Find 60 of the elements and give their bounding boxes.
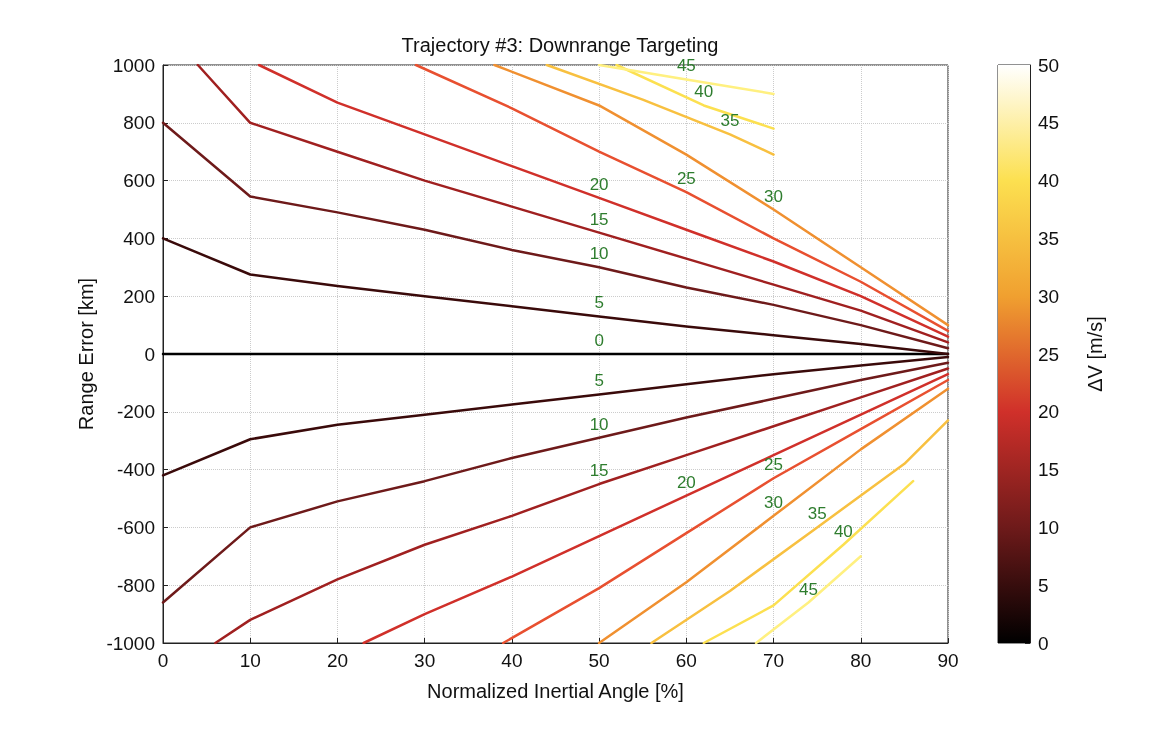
- series-label: 20: [589, 174, 609, 194]
- line-series: [650, 419, 950, 645]
- color-bar-label: 20: [1038, 401, 1060, 423]
- color-bar-label: 5: [1038, 574, 1049, 596]
- color-bar-label: 15: [1038, 459, 1060, 481]
- series-label: 40: [694, 82, 714, 102]
- x-axis-title: Normalized Inertial Angle [%]: [427, 680, 684, 702]
- line-series: [362, 372, 950, 645]
- series-label: 5: [594, 371, 604, 391]
- line-series: [161, 361, 950, 604]
- x-tick-label: 30: [414, 650, 436, 671]
- color-bar-label: 40: [1038, 170, 1060, 192]
- y-tick-label: 200: [123, 285, 155, 307]
- series-label: 10: [589, 414, 609, 434]
- color-bar-label: 0: [1038, 632, 1049, 654]
- color-bar-label: 45: [1038, 112, 1060, 134]
- color-bar-label: 30: [1038, 285, 1060, 307]
- y-axis-title: Range Error [km]: [74, 277, 97, 431]
- x-tick-label: 50: [588, 650, 610, 671]
- series-label: 45: [676, 56, 696, 76]
- series-label: 5: [594, 293, 604, 313]
- series-label: 45: [798, 579, 818, 599]
- y-tick-label: 1000: [112, 54, 155, 76]
- x-tick-label: 60: [675, 650, 697, 671]
- series-label: 20: [676, 472, 696, 492]
- series-label: 40: [833, 521, 853, 541]
- x-tick-label: 0: [157, 650, 169, 671]
- line-series: [214, 367, 950, 645]
- chart-title: Trajectory #3: Downrange Targeting: [401, 34, 719, 56]
- color-bar-label: 35: [1038, 227, 1060, 249]
- color-bar-label: 25: [1038, 343, 1060, 365]
- x-tick-label: 70: [762, 650, 785, 671]
- y-tick-label: 0: [144, 343, 155, 365]
- series-label: 25: [764, 455, 784, 475]
- series-label: 10: [589, 244, 609, 264]
- y-tick-label: -600: [116, 516, 155, 538]
- x-tick-label: 80: [850, 650, 872, 671]
- line-series: [702, 479, 915, 645]
- x-tick-label: 10: [239, 650, 261, 671]
- color-bar-label: 50: [1038, 54, 1060, 76]
- y-tick-label: -400: [116, 459, 155, 481]
- y-tick-label: 800: [123, 112, 155, 134]
- series-label: 15: [589, 209, 609, 229]
- series-label: 35: [720, 111, 740, 131]
- series-label: 35: [807, 504, 827, 524]
- y-tick-label: -800: [116, 574, 155, 596]
- series-label: 30: [764, 186, 784, 206]
- x-tick-label: 20: [326, 650, 349, 671]
- series-label: 15: [589, 461, 609, 481]
- y-tick-label: 600: [123, 170, 155, 192]
- color-bar-title: ΔV [m/s]: [1084, 316, 1106, 392]
- series-label: 30: [764, 492, 784, 512]
- y-tick-label: -1000: [106, 632, 155, 654]
- x-tick-label: 90: [937, 650, 959, 671]
- series-label: 25: [676, 169, 696, 189]
- y-tick-label: -200: [116, 401, 155, 423]
- x-tick-label: 40: [501, 650, 523, 671]
- y-tick-label: 400: [123, 227, 155, 249]
- series-label: 0: [594, 331, 604, 350]
- color-bar-label: 10: [1038, 516, 1060, 538]
